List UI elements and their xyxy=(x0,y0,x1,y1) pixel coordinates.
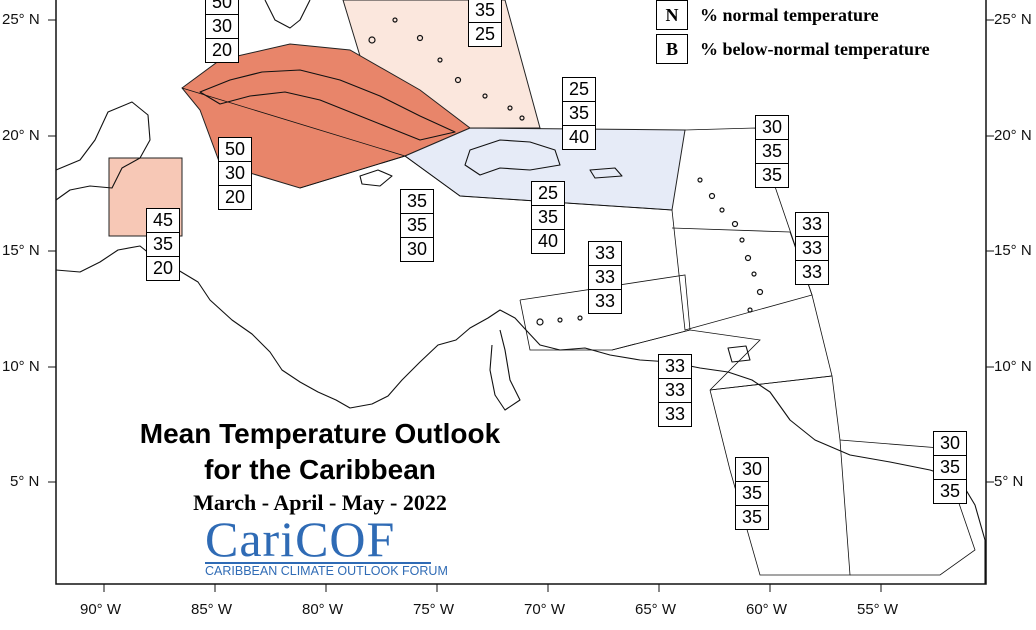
prob-box-windward-islands: 33 33 33 xyxy=(795,212,829,285)
lon-label-80w: 80° W xyxy=(302,601,344,618)
coastline-cuba xyxy=(199,69,456,141)
prob-value: 20 xyxy=(218,185,252,210)
lon-label-70w: 70° W xyxy=(524,601,566,618)
coastline-florida xyxy=(264,0,311,29)
legend-key-normal: N xyxy=(656,0,688,30)
legend-label-normal: % normal temperature xyxy=(700,4,879,25)
zone-outline-jamaica xyxy=(299,155,673,211)
lon-label-55w: 55° W xyxy=(857,601,899,618)
prob-value: 33 xyxy=(658,378,692,403)
coastline-trinidad xyxy=(727,345,751,363)
prob-value: 35 xyxy=(562,101,596,126)
prob-value: 50 xyxy=(205,0,239,15)
lat-label-25n-left: 25° N xyxy=(2,11,40,28)
map-frame xyxy=(55,0,987,585)
prob-value: 20 xyxy=(146,256,180,281)
lat-label-15n-left: 15° N xyxy=(2,242,40,259)
legend-key-below: B xyxy=(656,34,688,64)
lat-label-10n-left: 10° N xyxy=(2,358,40,375)
prob-value: 35 xyxy=(755,139,789,164)
lat-label-20n-left: 20° N xyxy=(2,127,40,144)
prob-value: 25 xyxy=(468,22,502,47)
zone-outline-french-guiana xyxy=(839,439,976,576)
lat-label-20n-right: 20° N xyxy=(994,127,1032,144)
lon-label-75w: 75° W xyxy=(413,601,455,618)
bahamas-islands xyxy=(368,17,525,121)
axis-ticks xyxy=(48,19,994,592)
prob-value: 20 xyxy=(205,38,239,63)
lon-label-90w: 90° W xyxy=(80,601,122,618)
prob-box-french-guiana: 30 35 35 xyxy=(933,431,967,504)
prob-value: 35 xyxy=(400,213,434,238)
prob-box-guyana: 30 35 35 xyxy=(735,457,769,530)
prob-value: 33 xyxy=(795,260,829,285)
prob-value: 33 xyxy=(588,289,622,314)
coastline-hispaniola xyxy=(464,139,561,176)
coastline-puerto-rico xyxy=(589,167,623,179)
legend-normal: N % normal temperature xyxy=(656,0,879,30)
prob-value: 35 xyxy=(755,163,789,188)
prob-box-belize: 45 35 20 xyxy=(146,208,180,281)
lon-label-65w: 65° W xyxy=(635,601,677,618)
prob-value: 35 xyxy=(933,479,967,504)
prob-value: 35 xyxy=(400,189,434,214)
prob-value: 33 xyxy=(588,241,622,266)
coastline-jamaica xyxy=(359,169,393,187)
caricof-logo: CariCOF xyxy=(205,511,396,567)
map-title-line1: Mean Temperature Outlook xyxy=(139,418,501,449)
prob-value: 35 xyxy=(531,205,565,230)
lat-label-15n-right: 15° N xyxy=(994,242,1032,259)
prob-value: 50 xyxy=(218,137,252,162)
zone-outline-belize-divider xyxy=(181,87,406,157)
prob-value: 35 xyxy=(735,505,769,530)
prob-value: 45 xyxy=(146,208,180,233)
lesser-antilles-islands xyxy=(536,177,764,326)
prob-value: 35 xyxy=(146,232,180,257)
caricof-logo-subtitle: CARIBBEAN CLIMATE OUTLOOK FORUM xyxy=(205,564,448,578)
prob-value: 30 xyxy=(205,14,239,39)
prob-box-central-caribbean-sea: 33 33 33 xyxy=(588,241,622,314)
prob-box-trinidad-tobago: 33 33 33 xyxy=(658,354,692,427)
legend-below: B % below-normal temperature xyxy=(656,34,930,64)
prob-value: 25 xyxy=(562,77,596,102)
prob-value: 33 xyxy=(795,212,829,237)
lat-label-5n-right: 5° N xyxy=(994,473,1024,490)
prob-box-bahamas-north: 35 25 xyxy=(468,0,502,47)
prob-value: 35 xyxy=(735,481,769,506)
prob-value: 25 xyxy=(531,181,565,206)
prob-value: 40 xyxy=(531,229,565,254)
lat-label-25n-right: 25° N xyxy=(994,11,1032,28)
lat-label-5n-left: 5° N xyxy=(10,473,40,490)
prob-value: 33 xyxy=(658,402,692,427)
prob-value: 33 xyxy=(588,265,622,290)
prob-value: 30 xyxy=(735,457,769,482)
prob-box-hispaniola-puerto-rico: 25 35 40 xyxy=(531,181,565,254)
lon-label-85w: 85° W xyxy=(191,601,233,618)
map-title-line2: for the Caribbean xyxy=(204,454,436,485)
map-title-period: March - April - May - 2022 xyxy=(193,490,447,515)
zone-outline-trinidad xyxy=(611,329,761,391)
lat-label-10n-right: 10° N xyxy=(994,358,1032,375)
prob-box-cuba-south: 50 30 20 xyxy=(218,137,252,210)
legend-label-below: % below-normal temperature xyxy=(700,38,930,59)
prob-value: 30 xyxy=(933,431,967,456)
prob-box-leeward-islands: 30 35 35 xyxy=(755,115,789,188)
prob-box-cuba-northwest: 50 30 20 xyxy=(205,0,239,63)
lon-label-60w: 60° W xyxy=(746,601,788,618)
caricof-logo-underline xyxy=(205,562,431,564)
prob-value: 30 xyxy=(400,237,434,262)
prob-value: 30 xyxy=(218,161,252,186)
prob-value: 35 xyxy=(933,455,967,480)
prob-box-turks-caicos: 25 35 40 xyxy=(562,77,596,150)
prob-value: 33 xyxy=(658,354,692,379)
prob-value: 40 xyxy=(562,125,596,150)
prob-value: 35 xyxy=(468,0,502,23)
prob-value: 30 xyxy=(755,115,789,140)
prob-box-jamaica: 35 35 30 xyxy=(400,189,434,262)
prob-value: 33 xyxy=(795,236,829,261)
